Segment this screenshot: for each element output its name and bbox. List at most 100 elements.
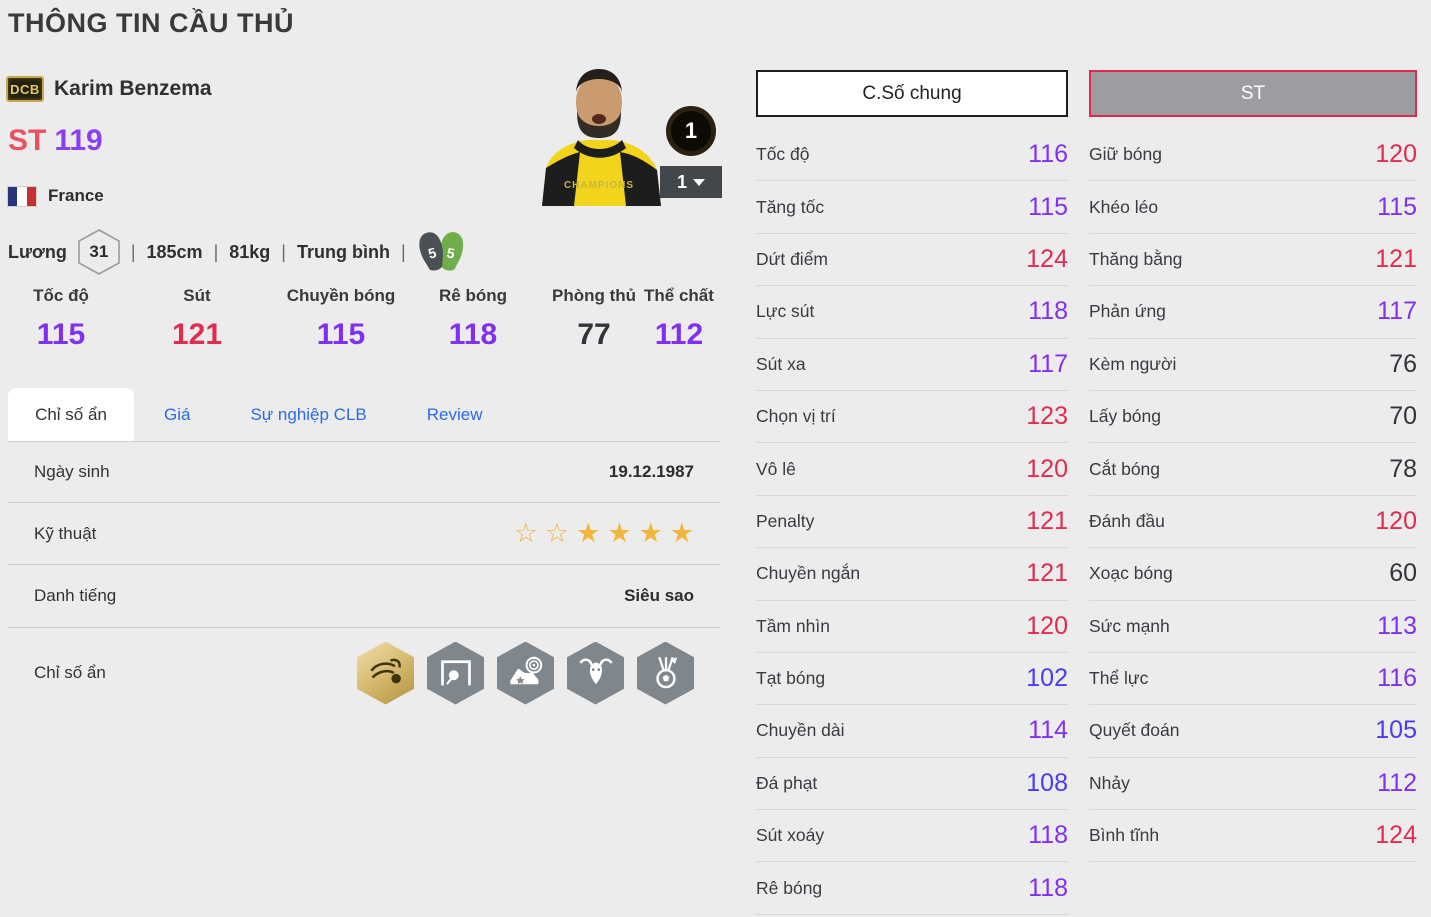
- skill-label: Kỹ thuật: [34, 523, 97, 543]
- stat-label: Đá phạt: [756, 772, 818, 793]
- stat-label: Cắt bóng: [1089, 458, 1161, 479]
- stat-label: Tầm nhìn: [756, 615, 830, 636]
- stat-row: Lực sút 118: [756, 286, 1068, 339]
- tab-bar: Chỉ số ẩn Giá Sự nghiệp CLB Review: [8, 388, 720, 441]
- stat-row: Giữ bóng 120: [1089, 129, 1417, 182]
- stat-row: Tăng tốc 115: [756, 181, 1068, 234]
- player-meta-row: Lương 31 | 185cm | 81kg | Trung bình | 5…: [8, 228, 464, 276]
- stat-label: Chuyền dài: [756, 720, 845, 741]
- position-stats-button[interactable]: ST: [1089, 70, 1417, 117]
- stat-row: Tạt bóng 102: [756, 653, 1068, 706]
- summary-stat: Sút 121: [114, 286, 280, 352]
- skill-row: Kỹ thuật: [8, 503, 720, 565]
- stat-label: Sút xa: [756, 353, 806, 374]
- stat-row: Đánh đầu 120: [1089, 496, 1417, 549]
- stat-row: Vô lê 120: [756, 443, 1068, 496]
- position-rating: ST 119: [8, 124, 103, 158]
- stat-value: 117: [1377, 297, 1417, 326]
- stat-value: 105: [1375, 716, 1417, 745]
- stat-label: Nhảy: [1089, 772, 1130, 793]
- stat-row: Rê bóng 118: [756, 862, 1068, 915]
- goal-power-shot-icon[interactable]: [427, 641, 484, 705]
- stat-value: 118: [1028, 873, 1068, 902]
- stat-value: 102: [1026, 664, 1068, 693]
- upgrade-level-badge: 1: [666, 106, 716, 156]
- stat-label: Thể lực: [1089, 668, 1149, 689]
- stat-column-position: ST Giữ bóng 120 Khéo léo 115 Thăng bằng …: [1089, 70, 1417, 863]
- stat-row: Tầm nhìn 120: [756, 601, 1068, 653]
- stat-value: 121: [1026, 506, 1068, 535]
- salary-hexagon-badge: 31: [78, 229, 120, 275]
- summary-stat-label: Chuyền bóng: [286, 286, 396, 305]
- stat-row: Dứt điểm 124: [756, 234, 1068, 287]
- stat-value: 123: [1026, 402, 1068, 431]
- stat-row: Cắt bóng 78: [1089, 443, 1417, 496]
- stat-value: 112: [1377, 768, 1417, 797]
- upgrade-level-select[interactable]: 1: [660, 166, 722, 198]
- stat-value: 116: [1377, 664, 1417, 693]
- stat-label: Tốc độ: [756, 144, 810, 165]
- stat-row: Thể lực 116: [1089, 653, 1417, 706]
- summary-stat: Tốc độ 115: [8, 286, 114, 352]
- stat-column-general: C.Số chung Tốc độ 116 Tăng tốc 115 Dứt đ…: [756, 70, 1068, 915]
- stat-label: Quyết đoán: [1089, 720, 1180, 741]
- tab[interactable]: Giá: [134, 388, 220, 441]
- stat-value: 78: [1389, 454, 1417, 483]
- general-stats-button[interactable]: C.Số chung: [756, 70, 1068, 117]
- stat-row: Kèm người 76: [1089, 339, 1417, 391]
- stat-label: Vô lê: [756, 458, 796, 479]
- summary-stat-label: Tốc độ: [33, 286, 89, 305]
- fame-label: Danh tiếng: [34, 586, 117, 605]
- stat-label: Lấy bóng: [1089, 406, 1162, 427]
- stat-value: 118: [1028, 297, 1068, 326]
- separator: |: [400, 241, 406, 262]
- stat-value: 121: [1026, 559, 1068, 588]
- stat-label: Khéo léo: [1089, 196, 1159, 217]
- stat-label: Giữ bóng: [1089, 144, 1163, 165]
- bull-strength-icon[interactable]: [567, 641, 624, 705]
- summary-stat: Rê bóng 118: [402, 286, 544, 352]
- summary-stat-label: Thể chất: [644, 286, 714, 305]
- medal-ball-icon[interactable]: [637, 641, 694, 705]
- tab[interactable]: Sự nghiệp CLB: [220, 388, 396, 441]
- stat-row: Chọn vị trí 123: [756, 391, 1068, 444]
- tab-label: Review: [426, 404, 483, 424]
- birthdate-label: Ngày sinh: [34, 462, 110, 481]
- stat-row: Sút xoáy 118: [756, 810, 1068, 863]
- stat-value: 108: [1026, 768, 1068, 797]
- stat-label: Tăng tốc: [756, 196, 825, 217]
- player-name-row: DCB Karim Benzema: [6, 76, 212, 102]
- stat-label: Đánh đầu: [1089, 510, 1165, 531]
- height-value: 185cm: [146, 241, 203, 262]
- summary-stat-value: 115: [316, 318, 366, 351]
- skill-stars: [514, 518, 694, 549]
- fame-value: Siêu sao: [624, 586, 694, 605]
- summary-stat-value: 112: [654, 318, 704, 351]
- stat-row: Lấy bóng 70: [1089, 391, 1417, 444]
- tab[interactable]: Chỉ số ẩn: [8, 388, 134, 441]
- stat-value: 115: [1028, 192, 1068, 221]
- star-icon: [670, 518, 694, 549]
- stat-row: Bình tĩnh 124: [1089, 810, 1417, 863]
- stat-label: Tạt bóng: [756, 668, 826, 689]
- stat-value: 124: [1026, 244, 1068, 273]
- stat-value: 120: [1026, 611, 1068, 640]
- stat-label: Phản ứng: [1089, 301, 1166, 322]
- summary-stat-label: Rê bóng: [439, 286, 507, 305]
- stat-row: Xoạc bóng 60: [1089, 548, 1417, 601]
- boot-accuracy-icon[interactable]: [497, 641, 554, 705]
- stat-label: Rê bóng: [756, 877, 823, 898]
- fame-row: Danh tiếng Siêu sao: [8, 565, 720, 628]
- stat-value: 120: [1375, 140, 1417, 169]
- speed-dribbler-icon[interactable]: [357, 641, 414, 705]
- stat-value: 113: [1377, 611, 1417, 640]
- stat-label: Penalty: [756, 510, 815, 531]
- summary-stat: Phòng thủ 77: [544, 286, 644, 352]
- stat-value: 117: [1028, 349, 1068, 378]
- hidden-traits: [357, 641, 694, 705]
- svg-text:CHAMPIONS: CHAMPIONS: [564, 180, 634, 191]
- stat-label: Chọn vị trí: [756, 406, 836, 427]
- skill-foot-icon: 5: [434, 229, 467, 275]
- stat-row: Chuyền ngắn 121: [756, 548, 1068, 601]
- tab[interactable]: Review: [397, 388, 513, 441]
